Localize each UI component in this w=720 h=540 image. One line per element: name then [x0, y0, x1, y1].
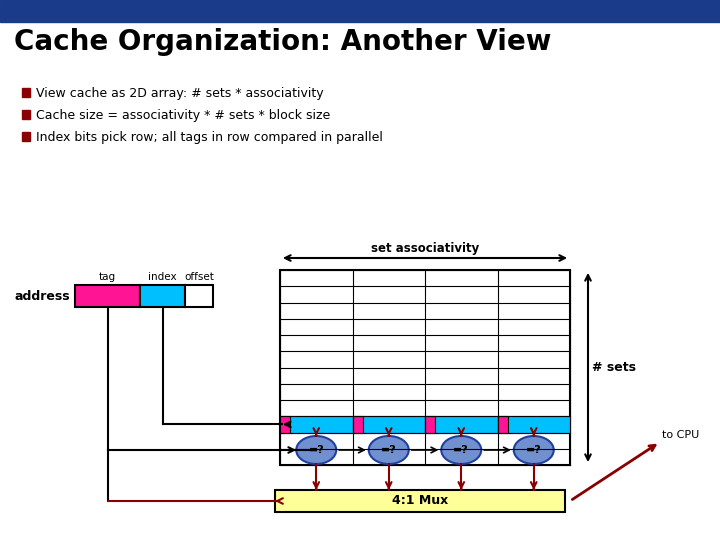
- Text: Index bits pick row; all tags in row compared in parallel: Index bits pick row; all tags in row com…: [36, 131, 383, 144]
- Text: index: index: [148, 272, 177, 282]
- Text: set associativity: set associativity: [371, 242, 479, 255]
- Bar: [425, 416, 435, 433]
- Bar: [425, 416, 498, 433]
- Bar: [280, 416, 290, 433]
- Bar: [185, 285, 213, 307]
- Bar: [280, 416, 353, 433]
- Text: 4:1 Mux: 4:1 Mux: [392, 495, 448, 508]
- Bar: [22, 132, 30, 141]
- Bar: [22, 110, 30, 119]
- Ellipse shape: [369, 436, 409, 464]
- Ellipse shape: [514, 436, 554, 464]
- Text: to CPU: to CPU: [662, 430, 699, 440]
- Text: =?: =?: [454, 445, 469, 455]
- Text: Cache size = associativity * # sets * block size: Cache size = associativity * # sets * bl…: [36, 109, 330, 122]
- Bar: [22, 88, 30, 97]
- Text: =?: =?: [308, 445, 324, 455]
- Text: =?: =?: [381, 445, 397, 455]
- Text: tag: tag: [99, 272, 116, 282]
- Ellipse shape: [296, 436, 336, 464]
- Bar: [498, 416, 508, 433]
- Bar: [353, 416, 425, 433]
- Text: offset: offset: [184, 272, 214, 282]
- Text: View cache as 2D array: # sets * associativity: View cache as 2D array: # sets * associa…: [36, 87, 323, 100]
- Bar: [275, 490, 565, 512]
- Text: =?: =?: [526, 445, 541, 455]
- Bar: [140, 285, 185, 307]
- Bar: [498, 416, 570, 433]
- Bar: [280, 270, 570, 465]
- Bar: [0, 0, 720, 22]
- Text: address: address: [14, 289, 70, 302]
- Bar: [353, 416, 362, 433]
- Text: # sets: # sets: [592, 361, 636, 374]
- Bar: [75, 285, 140, 307]
- Text: Cache Organization: Another View: Cache Organization: Another View: [14, 28, 552, 56]
- Ellipse shape: [441, 436, 481, 464]
